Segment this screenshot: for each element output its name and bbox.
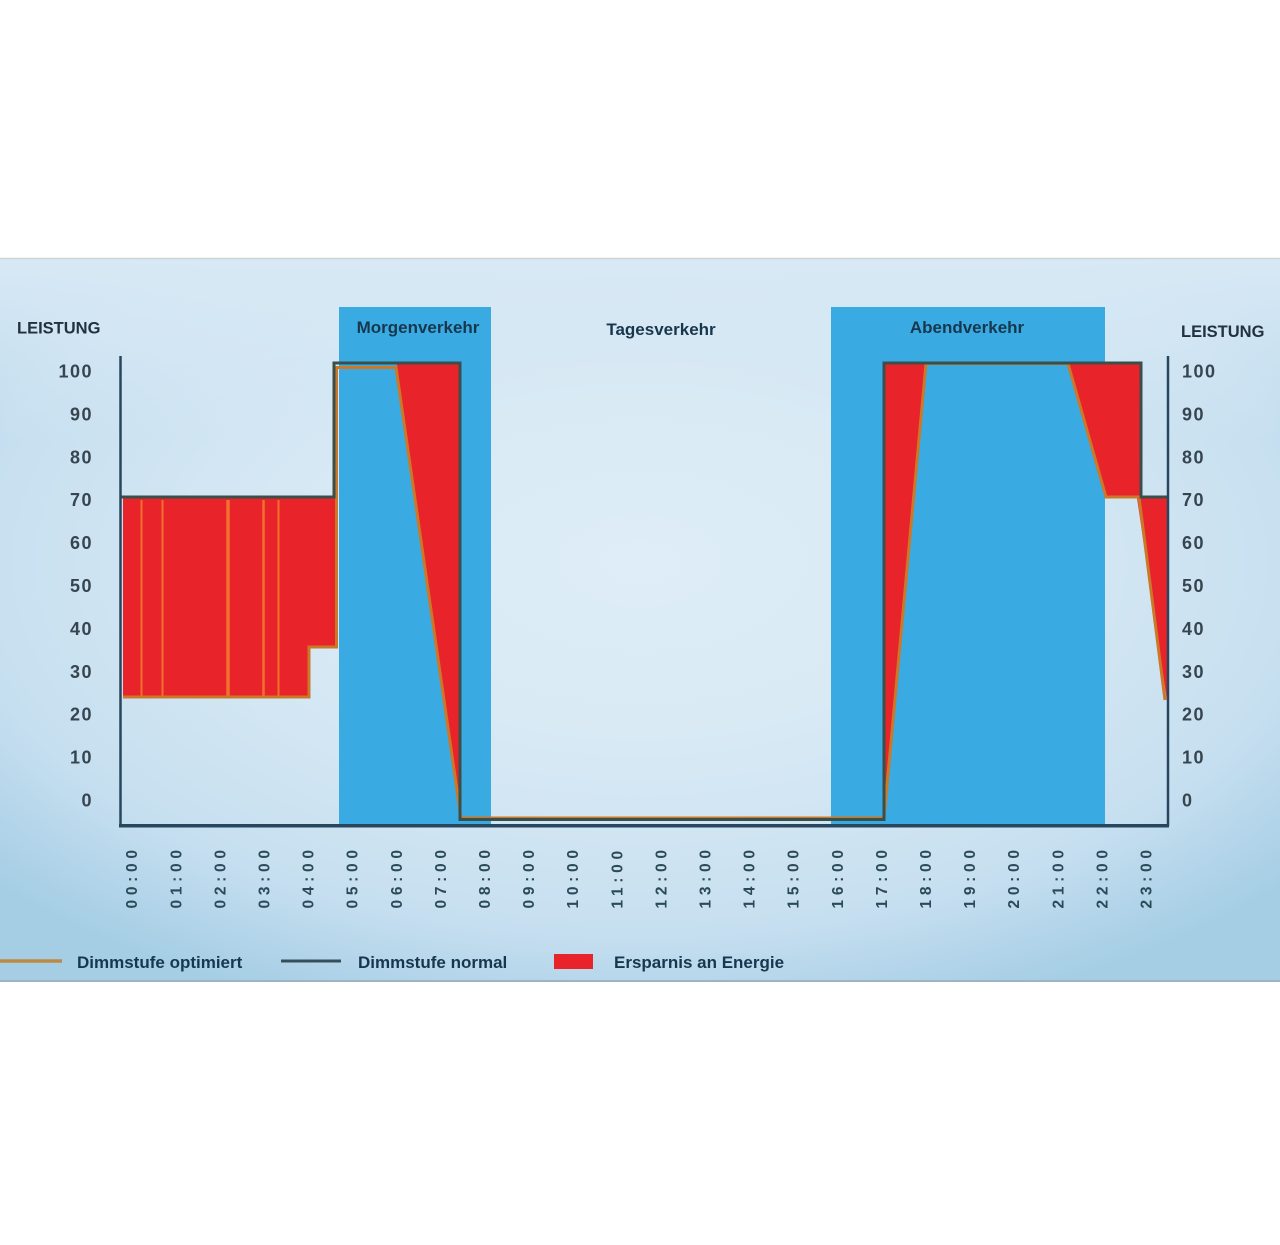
svg-text:LEISTUNG: LEISTUNG: [1181, 323, 1264, 341]
svg-text:20: 20: [70, 705, 93, 725]
svg-text:17:00: 17:00: [874, 845, 891, 908]
svg-text:18:00: 18:00: [918, 845, 935, 908]
svg-text:01:00: 01:00: [168, 845, 185, 908]
svg-text:08:00: 08:00: [477, 845, 494, 908]
svg-text:0: 0: [1182, 791, 1194, 811]
svg-text:50: 50: [1182, 576, 1205, 596]
svg-text:06:00: 06:00: [389, 845, 406, 908]
svg-text:30: 30: [70, 662, 93, 682]
svg-text:60: 60: [1182, 533, 1205, 553]
svg-text:07:00: 07:00: [433, 845, 450, 908]
svg-text:80: 80: [70, 447, 93, 467]
svg-text:100: 100: [58, 362, 93, 382]
svg-text:04:00: 04:00: [301, 845, 318, 908]
svg-text:90: 90: [70, 404, 93, 424]
svg-text:05:00: 05:00: [345, 845, 362, 908]
svg-text:100: 100: [1182, 362, 1217, 382]
svg-text:80: 80: [1182, 447, 1205, 467]
svg-text:14:00: 14:00: [742, 845, 759, 908]
svg-text:70: 70: [70, 490, 93, 510]
svg-text:Morgenverkehr: Morgenverkehr: [357, 318, 480, 337]
svg-text:19:00: 19:00: [962, 845, 979, 908]
svg-text:Tagesverkehr: Tagesverkehr: [606, 320, 716, 339]
svg-text:12:00: 12:00: [653, 845, 670, 908]
svg-text:Dimmstufe normal: Dimmstufe normal: [358, 953, 507, 972]
svg-text:40: 40: [70, 619, 93, 639]
svg-text:00:00: 00:00: [124, 845, 141, 908]
svg-text:LEISTUNG: LEISTUNG: [17, 320, 100, 338]
svg-text:0: 0: [81, 791, 93, 811]
svg-text:70: 70: [1182, 490, 1205, 510]
svg-text:10: 10: [70, 748, 93, 768]
svg-text:11:00: 11:00: [609, 846, 626, 908]
svg-text:40: 40: [1182, 619, 1205, 639]
svg-text:21:00: 21:00: [1050, 845, 1067, 908]
svg-text:Dimmstufe optimiert: Dimmstufe optimiert: [77, 953, 243, 972]
svg-text:16:00: 16:00: [830, 845, 847, 908]
svg-text:90: 90: [1182, 404, 1205, 424]
svg-text:20:00: 20:00: [1006, 845, 1023, 908]
svg-text:30: 30: [1182, 662, 1205, 682]
svg-text:50: 50: [70, 576, 93, 596]
svg-text:02:00: 02:00: [212, 845, 229, 908]
svg-text:10:00: 10:00: [565, 845, 582, 908]
svg-text:Ersparnis an Energie: Ersparnis an Energie: [614, 953, 784, 972]
svg-text:15:00: 15:00: [786, 845, 803, 908]
svg-text:20: 20: [1182, 705, 1205, 725]
svg-text:Abendverkehr: Abendverkehr: [910, 318, 1025, 337]
svg-text:60: 60: [70, 533, 93, 553]
svg-text:23:00: 23:00: [1138, 845, 1155, 908]
svg-text:22:00: 22:00: [1094, 845, 1111, 908]
svg-text:10: 10: [1182, 748, 1205, 768]
svg-text:13:00: 13:00: [697, 845, 714, 908]
svg-text:09:00: 09:00: [521, 845, 538, 908]
svg-text:03:00: 03:00: [256, 845, 273, 908]
